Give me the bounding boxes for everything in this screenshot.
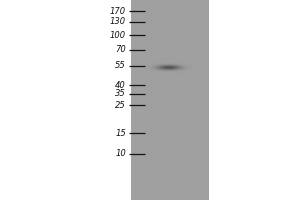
Bar — [130, 0, 131, 200]
Text: 70: 70 — [115, 46, 126, 54]
Bar — [206, 0, 207, 200]
Text: 15: 15 — [115, 129, 126, 138]
Text: 55: 55 — [115, 62, 126, 71]
Text: 170: 170 — [110, 6, 126, 16]
Text: 40: 40 — [115, 81, 126, 90]
Text: 25: 25 — [115, 100, 126, 110]
Text: 130: 130 — [110, 18, 126, 26]
Bar — [207, 0, 208, 200]
Text: 35: 35 — [115, 90, 126, 98]
Bar — [131, 0, 132, 200]
Bar — [133, 0, 134, 200]
Bar — [130, 0, 208, 200]
Bar — [132, 0, 133, 200]
Text: 100: 100 — [110, 30, 126, 40]
Text: 10: 10 — [115, 150, 126, 158]
Bar — [205, 0, 206, 200]
